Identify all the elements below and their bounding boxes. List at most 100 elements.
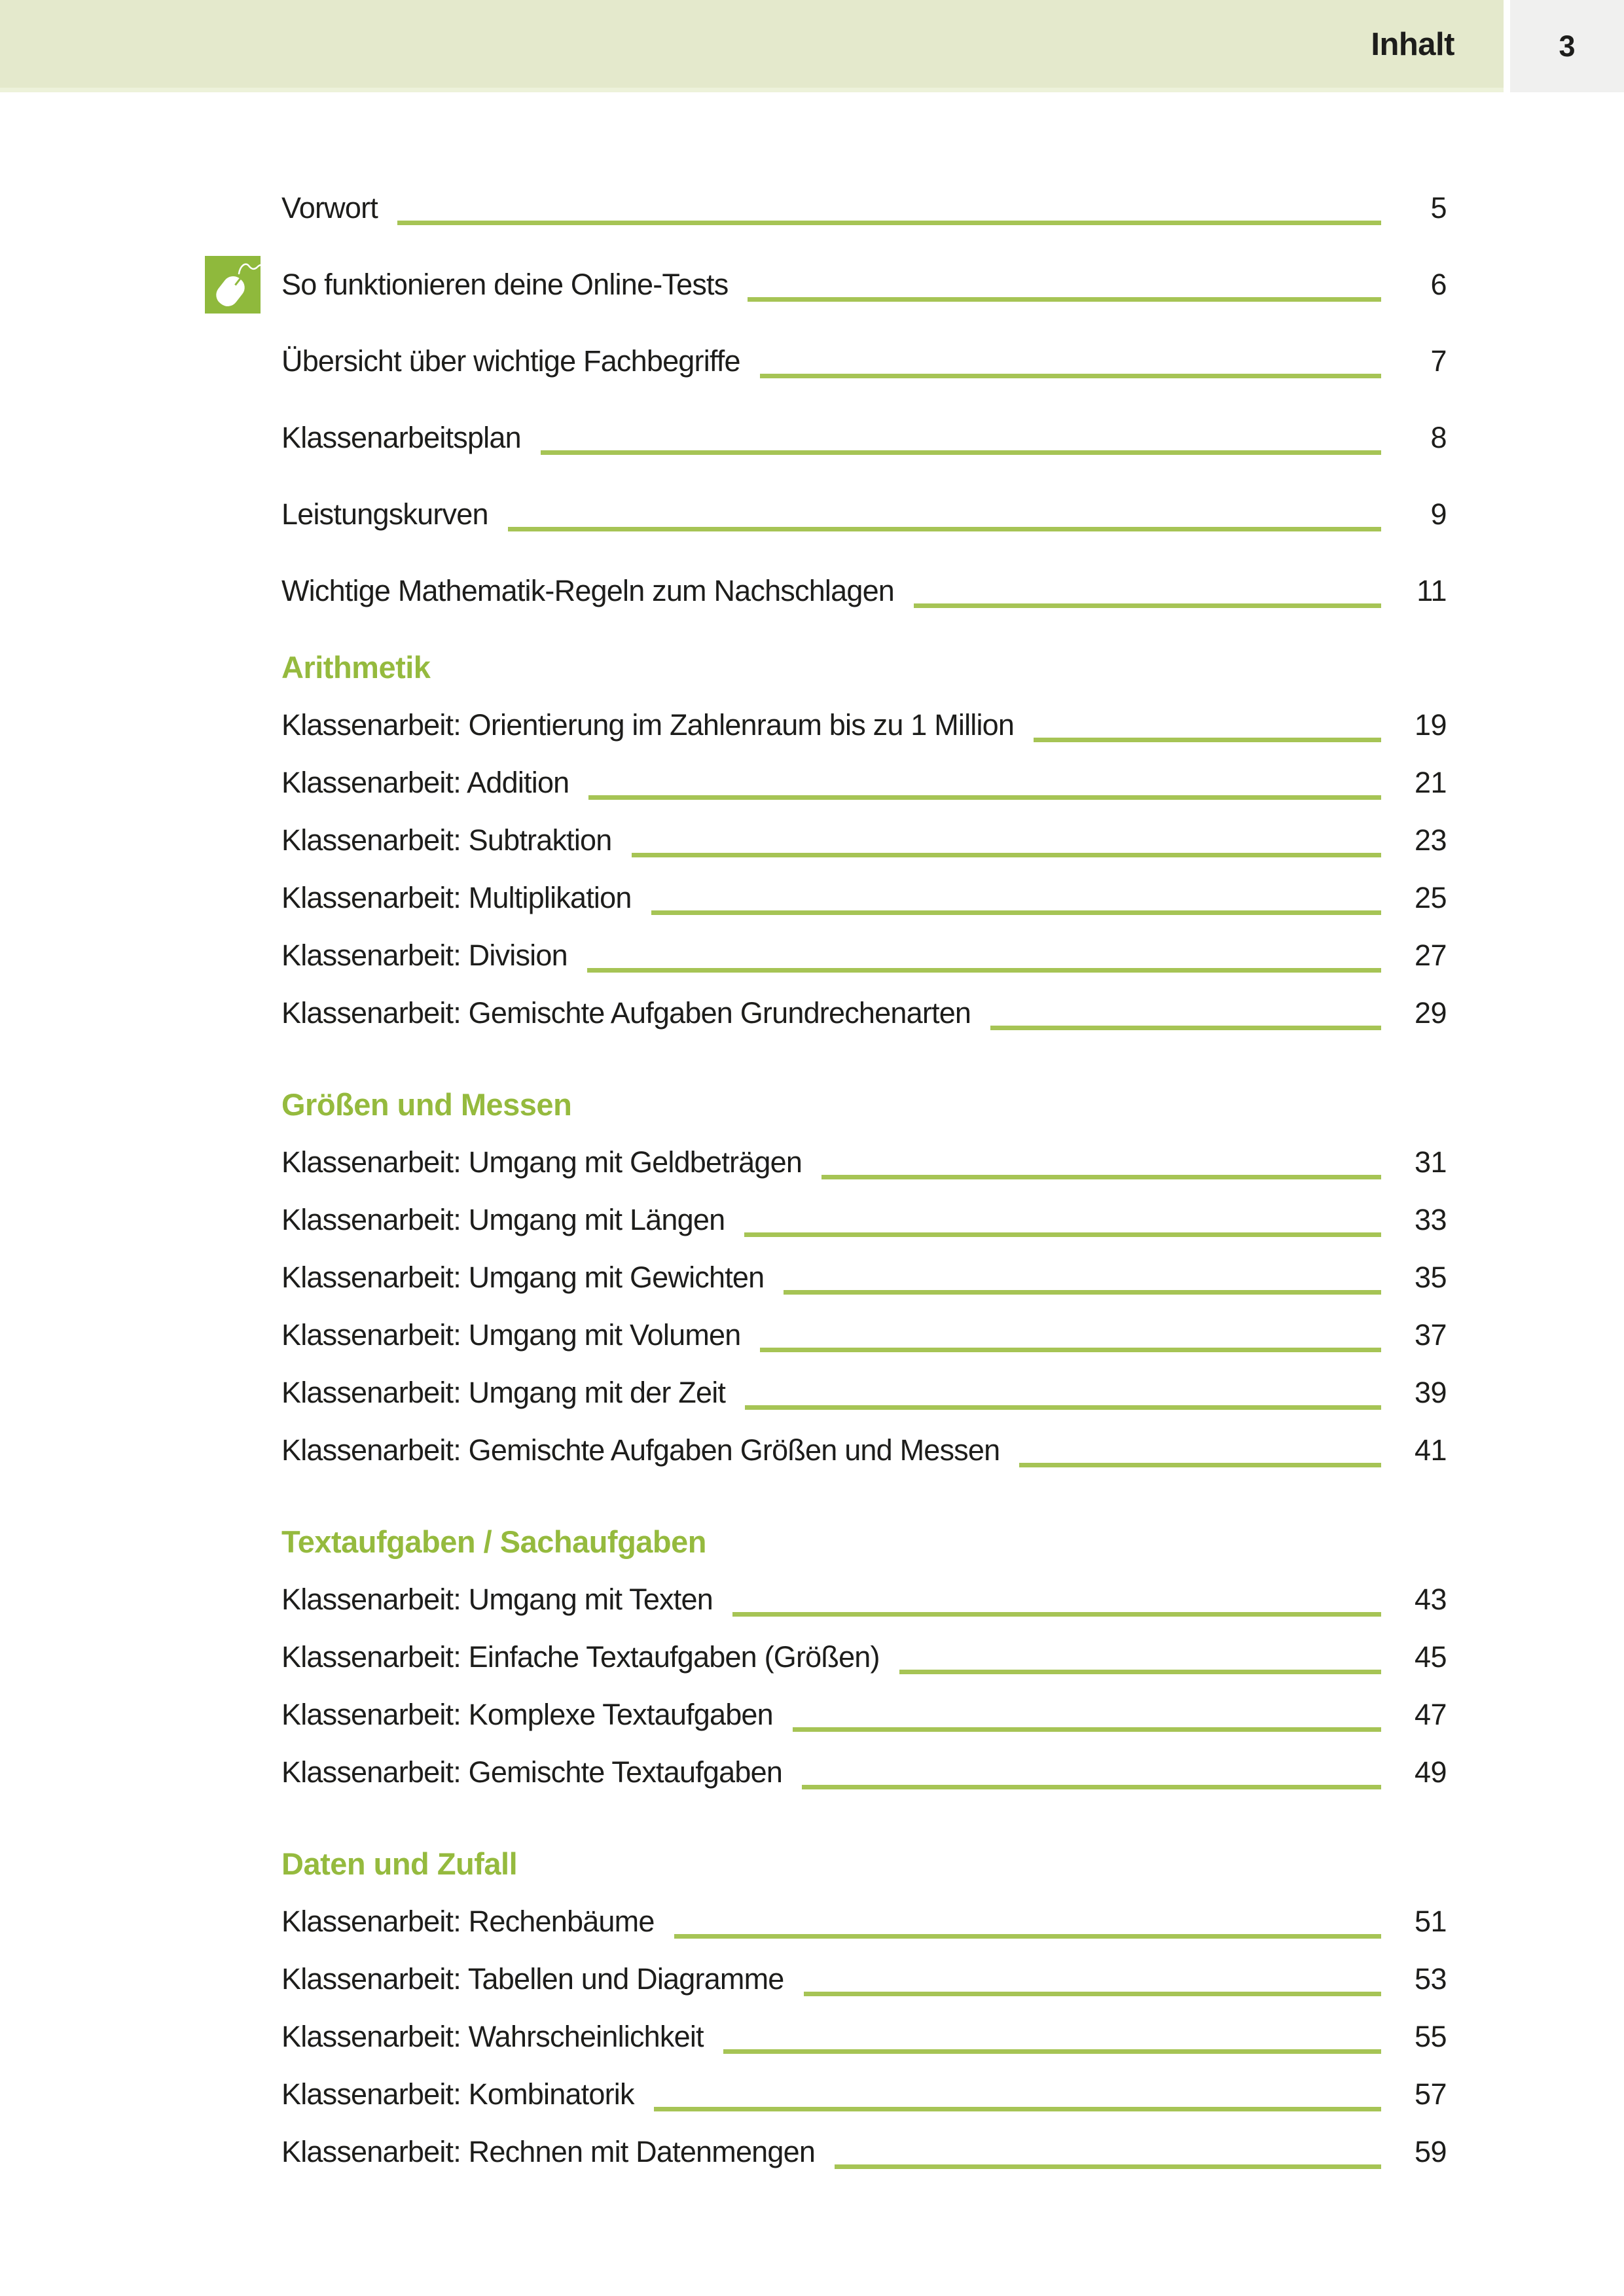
toc-entry: Klassenarbeit: Orientierung im Zahlenrau… [281, 696, 1447, 754]
toc: Vorwort 5 So funktionieren deine Online-… [205, 179, 1447, 2181]
toc-entry-page: 27 [1414, 939, 1447, 972]
toc-leader-line [792, 1727, 1381, 1732]
toc-entry-label: Klassenarbeit: Kombinatorik [281, 2077, 634, 2111]
computer-mouse-icon [205, 256, 262, 314]
toc-entry: Übersicht über wichtige Fachbegriffe 7 [281, 332, 1447, 390]
toc-section: Arithmetik Klassenarbeit: Orientierung i… [281, 639, 1447, 1042]
toc-leader-line [507, 526, 1381, 531]
toc-leader-line [653, 2106, 1381, 2111]
toc-entry: Klassenarbeitsplan 8 [281, 409, 1447, 467]
toc-entry-page: 8 [1430, 421, 1447, 454]
toc-entry-label: Klassenarbeit: Komplexe Textaufgaben [281, 1698, 774, 1731]
toc-entry-label: Übersicht über wichtige Fachbegriffe [281, 344, 741, 378]
toc-entry-page: 19 [1414, 708, 1447, 742]
toc-entry-label: Wichtige Mathematik-Regeln zum Nachschla… [281, 574, 895, 607]
toc-leader-line [540, 450, 1381, 455]
toc-entry-label: Klassenarbeit: Gemischte Aufgaben Größen… [281, 1433, 1000, 1467]
toc-entry-page: 41 [1414, 1433, 1447, 1467]
toc-entry: Klassenarbeit: Umgang mit Volumen 37 [281, 1306, 1447, 1364]
toc-leader-line [631, 852, 1381, 857]
toc-entry-page: 6 [1430, 268, 1447, 301]
toc-leader-line [588, 795, 1381, 800]
toc-entry-label: Klassenarbeit: Multiplikation [281, 881, 632, 914]
toc-entry-label: Klassenarbeit: Orientierung im Zahlenrau… [281, 708, 1015, 742]
toc-entry: Vorwort 5 [281, 179, 1447, 237]
toc-leader-line [748, 296, 1381, 302]
toc-leader-line [651, 910, 1381, 915]
toc-entry-label: Klassenarbeit: Wahrscheinlichkeit [281, 2020, 704, 2053]
toc-leader-line [397, 220, 1381, 225]
toc-entry-page: 11 [1416, 574, 1447, 607]
toc-entry: Klassenarbeit: Umgang mit Längen 33 [281, 1191, 1447, 1249]
toc-entry: Wichtige Mathematik-Regeln zum Nachschla… [281, 562, 1447, 620]
section-heading: Arithmetik [281, 650, 431, 685]
toc-entry-label: So funktionieren deine Online-Tests [281, 268, 729, 301]
toc-entry-label: Klassenarbeit: Umgang mit Gewichten [281, 1261, 765, 1294]
toc-entry: Klassenarbeit: Gemischte Aufgaben Größen… [281, 1422, 1447, 1479]
toc-entry: Klassenarbeit: Komplexe Textaufgaben 47 [281, 1686, 1447, 1744]
toc-leader-line [759, 373, 1381, 378]
toc-entry: Klassenarbeit: Kombinatorik 57 [281, 2066, 1447, 2123]
toc-leader-line [802, 1784, 1381, 1789]
section-heading: Textaufgaben / Sachaufgaben [281, 1524, 706, 1559]
toc-entry-page: 25 [1414, 881, 1447, 914]
toc-entry: Klassenarbeit: Wahrscheinlichkeit 55 [281, 2008, 1447, 2066]
toc-leader-line [745, 1405, 1381, 1410]
section-heading: Größen und Messen [281, 1087, 572, 1122]
toc-entry-page: 43 [1414, 1583, 1447, 1616]
toc-entry-page: 39 [1414, 1376, 1447, 1409]
toc-entry-label: Klassenarbeit: Umgang mit Geldbeträgen [281, 1145, 803, 1179]
toc-entry-page: 31 [1414, 1145, 1447, 1179]
toc-entry: Leistungskurven 9 [281, 486, 1447, 543]
toc-entry-label: Klassenarbeit: Umgang mit Volumen [281, 1318, 741, 1352]
toc-entry-page: 37 [1414, 1318, 1447, 1352]
section-heading: Daten und Zufall [281, 1846, 518, 1881]
toc-entry: Klassenarbeit: Rechenbäume 51 [281, 1893, 1447, 1950]
toc-entry-label: Klassenarbeit: Subtraktion [281, 823, 612, 857]
toc-section: Daten und Zufall Klassenarbeit: Rechenbä… [281, 1835, 1447, 2181]
toc-entry-label: Klassenarbeit: Gemischte Textaufgaben [281, 1755, 783, 1789]
page-number-box: 3 [1510, 0, 1624, 92]
toc-entry-label: Klassenarbeit: Rechnen mit Datenmengen [281, 2135, 816, 2168]
toc-entry-label: Klassenarbeit: Gemischte Aufgaben Grundr… [281, 996, 971, 1030]
toc-entry-label: Leistungskurven [281, 497, 489, 531]
toc-entry: Klassenarbeit: Multiplikation 25 [281, 869, 1447, 927]
toc-entry-label: Klassenarbeit: Umgang mit Texten [281, 1583, 713, 1616]
toc-entry-label: Klassenarbeit: Tabellen und Diagramme [281, 1962, 784, 1996]
toc-entry-page: 53 [1414, 1962, 1447, 1996]
page-title: Inhalt [1371, 27, 1454, 62]
toc-entry-page: 49 [1414, 1755, 1447, 1789]
toc-entry-page: 51 [1414, 1905, 1447, 1938]
toc-entry: Klassenarbeit: Umgang mit Geldbeträgen 3… [281, 1134, 1447, 1191]
toc-entry-label: Klassenarbeit: Division [281, 939, 568, 972]
toc-entry: Klassenarbeit: Umgang mit Gewichten 35 [281, 1249, 1447, 1306]
toc-leader-line [914, 603, 1381, 608]
toc-entry-page: 45 [1414, 1640, 1447, 1674]
toc-entry-page: 5 [1430, 191, 1447, 224]
toc-entry-page: 35 [1414, 1261, 1447, 1294]
toc-section: Größen und Messen Klassenarbeit: Umgang … [281, 1076, 1447, 1479]
toc-leader-line [990, 1025, 1381, 1030]
toc-leader-line [723, 2049, 1381, 2054]
toc-entry-page: 33 [1414, 1203, 1447, 1236]
toc-leader-line [835, 2164, 1381, 2169]
toc-entry-page: 7 [1430, 344, 1447, 378]
toc-leader-line [821, 1174, 1381, 1179]
toc-entry: Klassenarbeit: Subtraktion 23 [281, 812, 1447, 869]
toc-leader-line [760, 1347, 1381, 1352]
toc-entry: Klassenarbeit: Rechnen mit Datenmengen 5… [281, 2123, 1447, 2181]
toc-entry: Klassenarbeit: Umgang mit Texten 43 [281, 1571, 1447, 1628]
toc-leader-line [784, 1289, 1381, 1295]
toc-entry: Klassenarbeit: Einfache Textaufgaben (Gr… [281, 1628, 1447, 1686]
toc-entry-label: Klassenarbeit: Umgang mit der Zeit [281, 1376, 726, 1409]
toc-entry-page: 29 [1414, 996, 1447, 1030]
toc-leader-line [1034, 737, 1381, 742]
toc-entry-label: Klassenarbeit: Addition [281, 766, 569, 799]
toc-entry-label: Vorwort [281, 191, 378, 224]
toc-entry: Klassenarbeit: Tabellen und Diagramme 53 [281, 1950, 1447, 2008]
toc-entry-label: Klassenarbeit: Rechenbäume [281, 1905, 655, 1938]
toc-entry-page: 21 [1414, 766, 1447, 799]
toc-entry-label: Klassenarbeitsplan [281, 421, 522, 454]
toc-entry-page: 57 [1414, 2077, 1447, 2111]
